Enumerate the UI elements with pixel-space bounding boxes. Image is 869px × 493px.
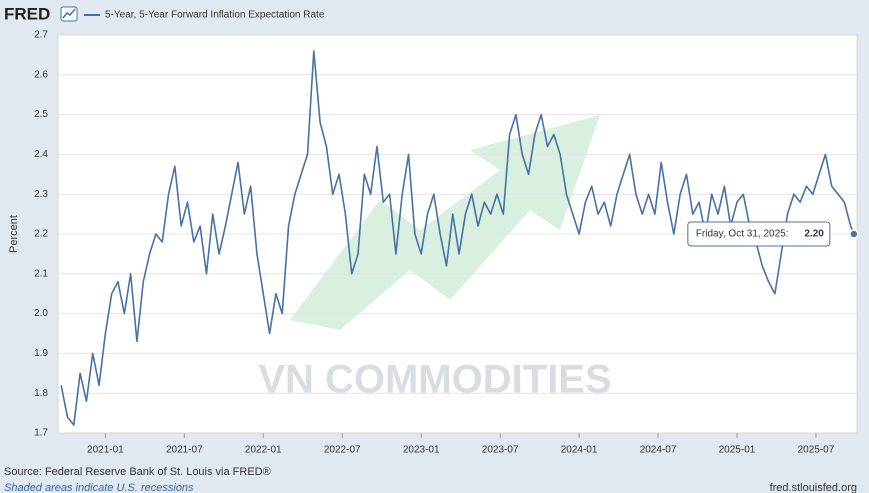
- watermark: VN COMMODITIES: [258, 358, 611, 402]
- y-axis-label: Percent: [8, 215, 20, 253]
- tooltip-box: [687, 221, 831, 247]
- y-tick-label: 1.8: [34, 388, 48, 399]
- x-tick-label: 2021-07: [166, 445, 203, 456]
- y-tick-label: 1.9: [34, 348, 48, 359]
- x-tick-label: 2023-01: [403, 445, 440, 456]
- note: Shaded areas indicate U.S. recessions: [4, 482, 194, 493]
- y-tick-label: 2.7: [34, 30, 48, 41]
- logo-icon-line: [62, 8, 76, 19]
- x-tick-label: 2025-07: [798, 445, 835, 456]
- tooltip-text: Friday, Oct 31, 2025:: [696, 229, 789, 240]
- x-tick-label: 2023-07: [482, 445, 519, 456]
- legend-label: 5-Year, 5-Year Forward Inflation Expecta…: [105, 10, 325, 21]
- logo: FRED: [4, 4, 50, 23]
- x-tick-label: 2021-01: [87, 445, 124, 456]
- credit: fred.stlouisfed.org: [770, 482, 857, 493]
- y-tick-label: 2.2: [34, 229, 48, 240]
- y-tick-label: 2.0: [34, 308, 48, 319]
- y-tick-label: 2.4: [34, 149, 48, 160]
- source: Source: Federal Reserve Bank of St. Loui…: [4, 466, 271, 478]
- y-tick-label: 1.7: [34, 428, 48, 439]
- tooltip-value: 2.20: [804, 229, 824, 240]
- y-tick-label: 2.6: [34, 69, 48, 80]
- y-tick-label: 2.1: [34, 268, 48, 279]
- y-tick-label: 2.3: [34, 189, 48, 200]
- x-tick-label: 2025-01: [719, 445, 756, 456]
- data-line: [60, 50, 855, 426]
- watermark-arrow: [290, 115, 600, 330]
- y-tick-label: 2.5: [34, 109, 48, 120]
- tooltip: Friday, Oct 31, 2025: 2.20: [687, 221, 831, 247]
- hover-point: [849, 229, 859, 239]
- x-tick-label: 2022-01: [245, 445, 282, 456]
- x-tick-label: 2022-07: [324, 445, 361, 456]
- x-tick-label: 2024-07: [640, 445, 677, 456]
- x-tick-label: 2024-01: [561, 445, 598, 456]
